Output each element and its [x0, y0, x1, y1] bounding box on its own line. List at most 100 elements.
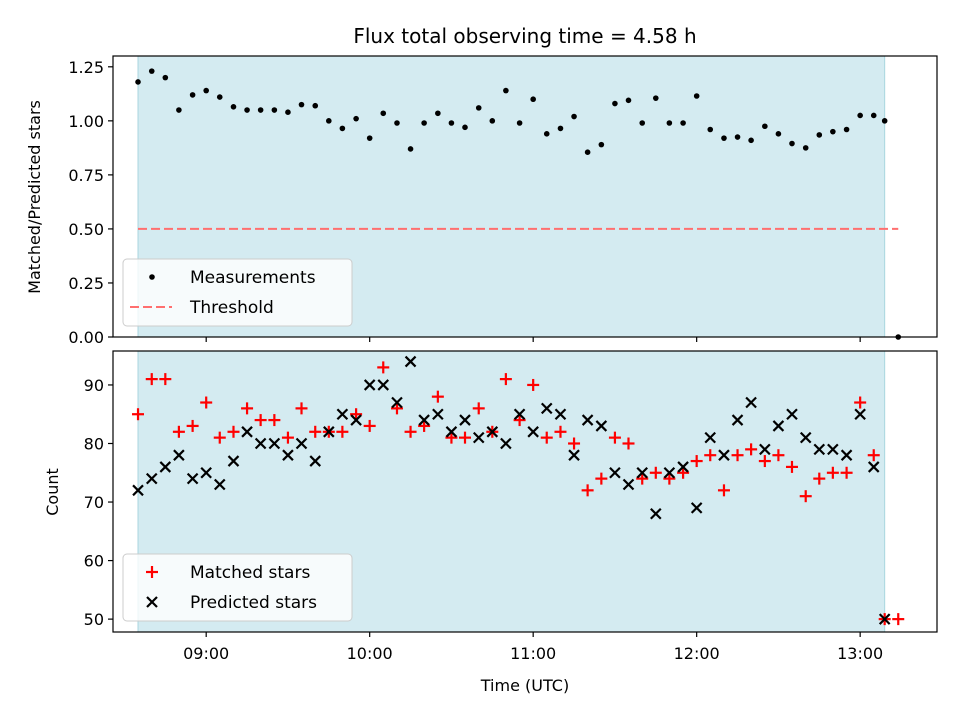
measurement-point	[203, 87, 209, 94]
measurement-point	[598, 141, 605, 148]
measurement-point	[448, 120, 455, 126]
measurement-point	[475, 105, 482, 111]
matched-star-point	[132, 408, 145, 421]
predicted-star-point	[132, 484, 144, 497]
predicted-star-point	[500, 437, 512, 450]
bottom-legend-box	[122, 553, 353, 622]
legend-measurements-marker	[149, 274, 155, 280]
predicted-star-point	[472, 431, 485, 444]
x-tick-label: 10:00	[347, 644, 393, 663]
y-tick-label: 80	[84, 434, 104, 453]
y-tick-label: 0.75	[68, 166, 104, 185]
measurement-point	[830, 128, 836, 135]
measurement-point	[816, 132, 823, 138]
predicted-star-point	[173, 449, 185, 461]
y-tick-label: 0.25	[68, 274, 104, 293]
measurement-point	[680, 120, 686, 126]
measurement-point	[516, 120, 523, 126]
measurement-point	[353, 115, 359, 122]
predicted-star-point	[813, 443, 826, 456]
top-panel: 0.00 0.25 0.50 0.75 1.00 1.25 Matched/Predict…	[25, 55, 938, 347]
measurement-point	[802, 145, 809, 151]
x-tick-label: 12:00	[674, 644, 720, 663]
predicted-star-point	[690, 502, 703, 514]
top-legend: Measurements Threshold	[122, 258, 353, 327]
matched-star-point	[677, 466, 690, 479]
x-tick-label: 11:00	[510, 644, 556, 663]
measurement-point	[721, 135, 727, 141]
matched-star-point	[159, 373, 172, 386]
matched-star-point	[772, 449, 785, 462]
matched-star-point	[731, 449, 744, 462]
predicted-star-point	[268, 437, 281, 450]
predicted-star-point	[827, 443, 839, 456]
predicted-star-point	[282, 449, 294, 461]
measurement-point	[216, 94, 223, 100]
legend-matched-label: Matched stars	[190, 563, 310, 583]
matched-star-point	[281, 431, 294, 444]
matched-star-point	[200, 396, 213, 409]
chart-title: Flux total observing time = 4.58 h	[353, 24, 696, 48]
measurement-point	[421, 120, 427, 126]
matched-star-point	[854, 396, 867, 409]
predicted-star-point	[323, 426, 335, 438]
matched-star-point	[431, 390, 444, 403]
matched-star-point	[745, 443, 758, 456]
matched-star-point	[363, 419, 376, 432]
measurement-point	[857, 112, 863, 119]
matched-star-point	[390, 402, 403, 415]
predicted-star-point	[554, 408, 567, 421]
y-tick-label: 50	[84, 610, 104, 629]
predicted-star-point	[609, 466, 621, 479]
matched-star-point	[213, 431, 226, 444]
predicted-star-point	[309, 455, 322, 467]
matched-star-point	[377, 361, 390, 374]
predicted-star-point	[391, 396, 403, 409]
matched-star-point	[295, 402, 308, 415]
x-tick-label: 13:00	[837, 644, 883, 663]
x-axis-label: Time (UTC)	[480, 676, 569, 695]
measurement-point	[625, 97, 632, 104]
predicted-star-point	[704, 431, 717, 444]
legend-predicted-label: Predicted stars	[190, 593, 317, 613]
predicted-star-point	[459, 414, 471, 426]
measurement-point	[244, 107, 250, 113]
measurement-point	[435, 110, 441, 117]
measurement-point	[843, 126, 850, 133]
predicted-star-point	[540, 402, 553, 415]
legend-matched-marker	[146, 566, 158, 578]
measurement-point	[407, 146, 414, 152]
measurement-point	[176, 107, 182, 113]
measurement-point	[748, 137, 754, 144]
measurement-point	[707, 126, 714, 133]
predicted-star-point	[241, 426, 253, 438]
predicted-star-point	[663, 466, 676, 479]
matched-star-point	[241, 402, 254, 415]
predicted-star-point	[227, 455, 240, 467]
matched-star-point	[268, 414, 281, 427]
predicted-star-point	[745, 396, 757, 409]
predicted-star-point	[159, 461, 172, 473]
top-axes-frame	[112, 55, 938, 338]
measurement-point	[366, 135, 373, 141]
bottom-axes-frame	[112, 350, 938, 633]
predicted-star-point	[527, 426, 539, 438]
predicted-star-point	[622, 478, 635, 491]
matched-star-point	[418, 419, 431, 432]
measurement-point	[584, 149, 591, 155]
matched-star-point	[350, 408, 363, 421]
predicted-star-point	[377, 379, 390, 391]
matched-star-point	[799, 490, 812, 503]
matched-star-point	[309, 425, 322, 438]
predicted-star-point	[799, 431, 812, 444]
matched-star-point	[785, 460, 798, 473]
matched-star-point	[581, 484, 594, 497]
y-tick-label: 1.00	[68, 112, 104, 131]
top-y-ticks: 0.00 0.25 0.50 0.75 1.00 1.25	[68, 58, 113, 347]
measurement-point	[734, 134, 741, 140]
predicted-star-point	[486, 426, 499, 438]
measurement-point	[639, 120, 646, 126]
legend-threshold-label: Threshold	[189, 298, 274, 318]
measurement-point	[394, 120, 400, 126]
